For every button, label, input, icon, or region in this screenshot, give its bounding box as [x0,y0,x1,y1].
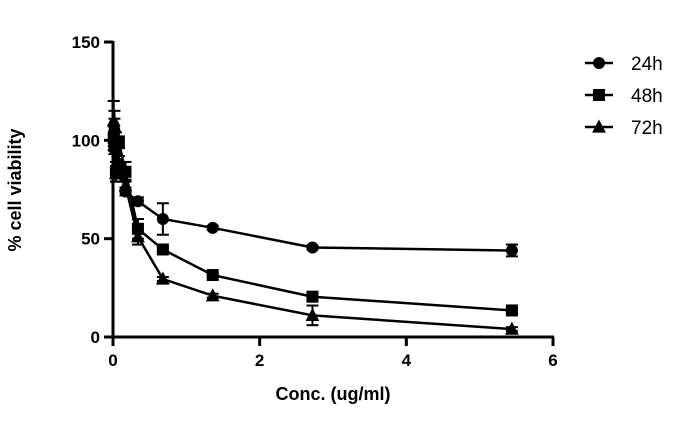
series-24h [107,117,518,258]
data-point-48h-6 [156,243,169,256]
data-point-24h-7 [206,221,219,234]
data-point-24h-8 [306,241,319,254]
legend-label-48h: 48h [631,86,663,107]
series-72h [106,100,519,335]
data-point-48h-8 [306,290,319,303]
y-tick-label-50: 50 [81,230,100,249]
series-48h [107,125,518,317]
legend-marker-24h [593,57,605,69]
data-point-72h-1 [107,119,122,133]
data-point-72h-9 [505,321,519,335]
data-point-72h-4 [118,178,133,192]
series-line-48h [112,138,512,312]
data-point-72h-6 [155,271,170,285]
legend-label-24h: 24h [631,54,663,75]
x-tick-label-6: 6 [548,351,557,370]
data-point-72h-8 [305,307,320,321]
x-axis-label: Conc. (ug/ml) [276,384,391,404]
data-point-48h-9 [505,304,518,317]
y-axis-label: % cell viability [5,128,25,251]
plot-area [106,100,519,335]
legend: 24h 48h 72h [585,54,663,139]
series-line-24h [112,130,512,252]
legend-item-48h: 48h [585,86,663,107]
legend-label-72h: 72h [631,118,663,139]
data-point-48h-7 [206,269,219,282]
data-point-24h-6 [156,213,169,225]
y-tick-label-100: 100 [72,131,100,150]
legend-item-24h: 24h [585,54,663,75]
legend-marker-48h [593,89,605,101]
x-tick-label-0: 0 [108,351,117,370]
legend-marker-72h [592,119,606,133]
data-point-24h-9 [505,244,518,257]
axes: 0 50 100 150 0 2 4 6 [72,33,558,370]
data-point-24h-5 [131,195,144,208]
data-point-72h-5 [131,229,145,243]
legend-item-72h: 72h [585,118,663,139]
y-tick-label-150: 150 [72,33,100,52]
data-point-72h-7 [205,288,220,302]
x-tick-label-4: 4 [402,351,412,370]
y-tick-label-0: 0 [91,328,100,347]
data-point-72h-3 [111,162,126,176]
series-line-72h [112,120,512,331]
x-tick-label-2: 2 [255,351,264,370]
